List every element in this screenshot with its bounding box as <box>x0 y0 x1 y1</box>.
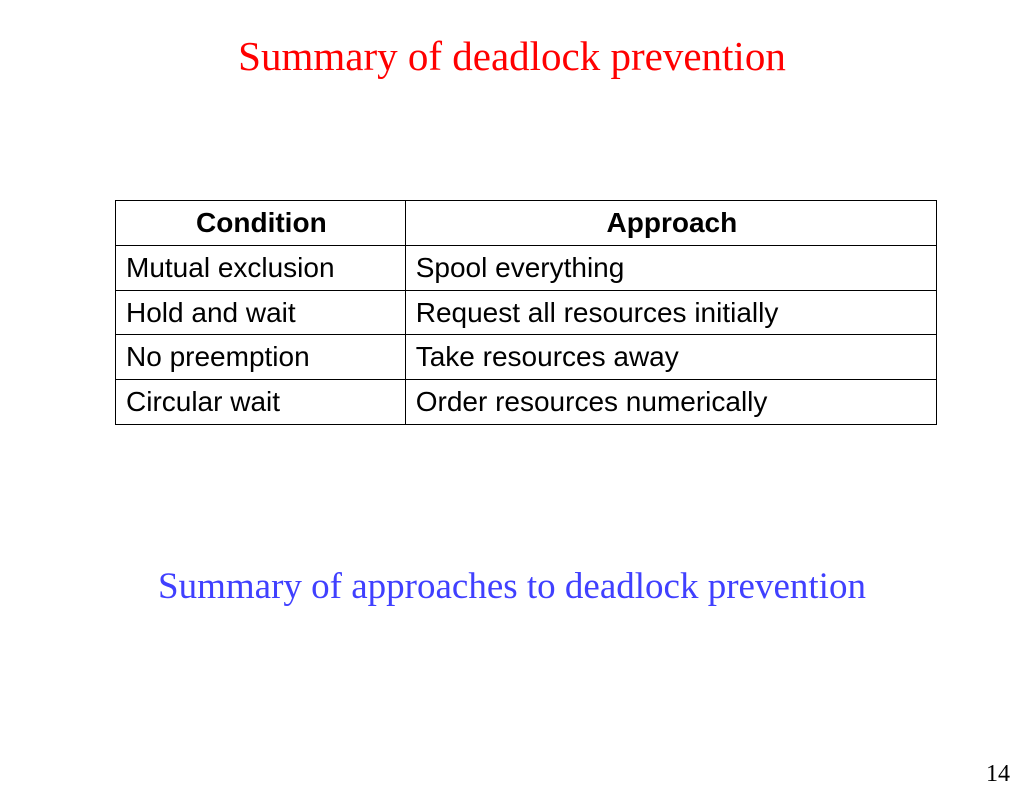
table-row: Circular wait Order resources numericall… <box>116 380 937 425</box>
cell-condition: Circular wait <box>116 380 406 425</box>
cell-approach: Request all resources initially <box>405 290 936 335</box>
column-header-condition: Condition <box>116 201 406 246</box>
deadlock-table: Condition Approach Mutual exclusion Spoo… <box>115 200 937 425</box>
table-header-row: Condition Approach <box>116 201 937 246</box>
slide-subtitle: Summary of approaches to deadlock preven… <box>0 565 1024 608</box>
cell-condition: Hold and wait <box>116 290 406 335</box>
table-row: Mutual exclusion Spool everything <box>116 245 937 290</box>
table-row: No preemption Take resources away <box>116 335 937 380</box>
cell-approach: Take resources away <box>405 335 936 380</box>
cell-approach: Order resources numerically <box>405 380 936 425</box>
column-header-approach: Approach <box>405 201 936 246</box>
table-row: Hold and wait Request all resources init… <box>116 290 937 335</box>
page-number: 14 <box>986 761 1010 788</box>
cell-condition: Mutual exclusion <box>116 245 406 290</box>
cell-condition: No preemption <box>116 335 406 380</box>
slide-title: Summary of deadlock prevention <box>0 32 1024 80</box>
table-container: Condition Approach Mutual exclusion Spoo… <box>115 200 939 425</box>
cell-approach: Spool everything <box>405 245 936 290</box>
